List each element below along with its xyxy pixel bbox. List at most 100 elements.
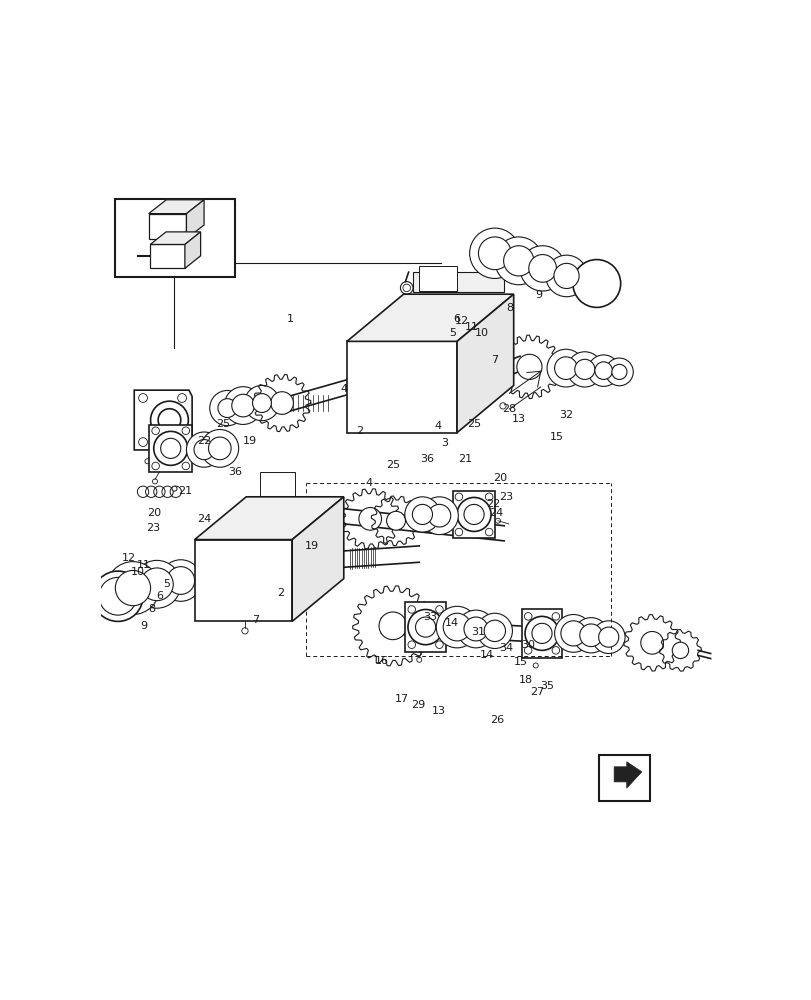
- Circle shape: [573, 618, 608, 653]
- Text: 18: 18: [518, 675, 532, 685]
- Circle shape: [494, 237, 542, 285]
- Circle shape: [493, 387, 500, 393]
- Circle shape: [182, 462, 190, 470]
- Polygon shape: [149, 425, 192, 472]
- Circle shape: [178, 394, 187, 402]
- Circle shape: [165, 255, 175, 265]
- Circle shape: [524, 647, 531, 654]
- Text: 25: 25: [216, 419, 230, 429]
- Text: 4: 4: [340, 384, 347, 394]
- Text: 15: 15: [513, 657, 527, 667]
- Text: 15: 15: [549, 432, 564, 442]
- Text: 19: 19: [305, 541, 319, 551]
- Text: 35: 35: [539, 681, 553, 691]
- Circle shape: [407, 606, 415, 613]
- Polygon shape: [150, 244, 185, 268]
- Circle shape: [158, 409, 181, 431]
- Circle shape: [605, 358, 633, 386]
- Text: 8: 8: [506, 303, 513, 313]
- Circle shape: [547, 349, 584, 387]
- Polygon shape: [187, 200, 204, 239]
- Circle shape: [672, 642, 688, 659]
- Circle shape: [150, 401, 188, 439]
- Circle shape: [346, 363, 394, 411]
- Text: 29: 29: [410, 700, 425, 710]
- Circle shape: [379, 612, 406, 640]
- Circle shape: [178, 438, 187, 446]
- Circle shape: [560, 621, 586, 646]
- Circle shape: [400, 282, 413, 294]
- Text: 7: 7: [491, 355, 498, 365]
- Circle shape: [478, 237, 511, 270]
- Circle shape: [194, 440, 214, 460]
- Circle shape: [208, 437, 231, 460]
- Polygon shape: [613, 762, 641, 788]
- Circle shape: [427, 504, 450, 527]
- Circle shape: [483, 620, 505, 642]
- Circle shape: [99, 577, 136, 615]
- Circle shape: [405, 497, 440, 532]
- Text: 19: 19: [242, 436, 257, 446]
- Circle shape: [481, 399, 488, 407]
- Circle shape: [182, 427, 190, 435]
- Circle shape: [200, 429, 238, 467]
- Text: 13: 13: [431, 706, 445, 716]
- Circle shape: [439, 347, 449, 357]
- Text: 25: 25: [385, 460, 400, 470]
- Polygon shape: [148, 200, 204, 214]
- Circle shape: [407, 641, 415, 648]
- Circle shape: [469, 228, 519, 278]
- Text: 6: 6: [157, 591, 163, 601]
- Circle shape: [436, 641, 443, 648]
- Circle shape: [463, 617, 487, 641]
- Circle shape: [455, 493, 462, 501]
- Circle shape: [485, 493, 492, 501]
- Circle shape: [436, 606, 443, 613]
- Circle shape: [92, 571, 143, 621]
- Circle shape: [420, 497, 457, 535]
- Text: 16: 16: [374, 656, 388, 666]
- Circle shape: [524, 613, 531, 620]
- Text: 1: 1: [286, 314, 294, 324]
- Text: 22: 22: [485, 499, 500, 509]
- Polygon shape: [346, 341, 457, 433]
- Circle shape: [443, 613, 470, 641]
- Circle shape: [531, 623, 551, 643]
- Circle shape: [598, 627, 618, 647]
- Circle shape: [412, 504, 432, 525]
- Text: 5: 5: [163, 579, 169, 589]
- Text: 24: 24: [489, 508, 503, 518]
- Circle shape: [439, 418, 449, 428]
- Circle shape: [156, 219, 169, 233]
- Text: 11: 11: [464, 322, 478, 332]
- Text: 23: 23: [499, 492, 513, 502]
- Circle shape: [215, 554, 268, 607]
- Circle shape: [463, 504, 483, 525]
- Polygon shape: [452, 491, 495, 538]
- Text: 32: 32: [558, 410, 573, 420]
- Circle shape: [161, 438, 181, 458]
- Circle shape: [152, 462, 159, 470]
- Circle shape: [139, 394, 148, 402]
- Text: 14: 14: [479, 650, 493, 660]
- Circle shape: [139, 438, 148, 446]
- Text: 11: 11: [137, 560, 151, 570]
- Circle shape: [252, 394, 271, 412]
- Text: 9: 9: [534, 290, 542, 300]
- Text: 30: 30: [521, 640, 534, 650]
- Text: 12: 12: [122, 553, 136, 563]
- Circle shape: [152, 479, 157, 484]
- Text: 14: 14: [444, 618, 458, 628]
- Circle shape: [495, 518, 500, 523]
- Text: 4: 4: [434, 421, 441, 431]
- Text: 36: 36: [420, 454, 434, 464]
- Circle shape: [217, 399, 237, 418]
- Circle shape: [397, 363, 444, 411]
- Circle shape: [457, 610, 494, 648]
- Text: 7: 7: [251, 615, 259, 625]
- Circle shape: [572, 260, 620, 307]
- Circle shape: [455, 528, 462, 536]
- Circle shape: [554, 614, 592, 652]
- Circle shape: [133, 560, 181, 608]
- Circle shape: [533, 663, 538, 668]
